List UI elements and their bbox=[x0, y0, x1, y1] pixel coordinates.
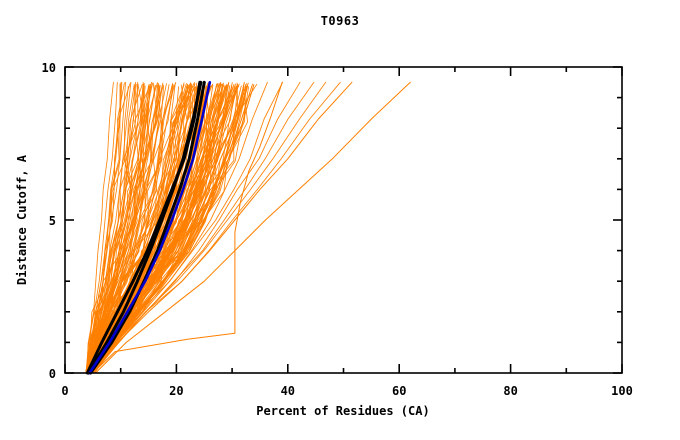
y-tick-label: 5 bbox=[49, 214, 56, 228]
ensemble-left-edge-curve bbox=[85, 81, 118, 374]
ensemble-left-edge-curve bbox=[86, 81, 122, 374]
x-tick-label: 20 bbox=[169, 384, 183, 398]
ensemble-curve bbox=[91, 81, 245, 374]
ensemble-outlier-curve bbox=[94, 81, 284, 374]
x-tick-label: 100 bbox=[611, 384, 633, 398]
ensemble-outlier-curve bbox=[90, 81, 268, 374]
x-tick-label: 40 bbox=[281, 384, 295, 398]
x-tick-label: 60 bbox=[392, 384, 406, 398]
axis-ticks bbox=[64, 66, 623, 374]
ensemble-curve bbox=[89, 83, 173, 374]
axis-tick-labels: 0 20 40 60 80 100 0 5 10 bbox=[42, 61, 633, 398]
y-tick-label: 10 bbox=[42, 61, 56, 75]
outlier-step-low bbox=[92, 81, 283, 374]
ensemble-curve bbox=[89, 84, 175, 374]
best-model-curve-black bbox=[85, 80, 202, 375]
ensemble-curve bbox=[91, 85, 247, 374]
outlier-right-b bbox=[92, 81, 353, 374]
x-tick-label: 80 bbox=[503, 384, 517, 398]
ensemble-curve bbox=[92, 84, 247, 374]
ensemble-left-edge-curve bbox=[87, 81, 132, 374]
ensemble-curve bbox=[86, 85, 163, 374]
ensemble-curve bbox=[86, 83, 158, 374]
ensemble-left-edge-curve bbox=[86, 81, 137, 374]
y-tick-label: 0 bbox=[49, 367, 56, 381]
ensemble-left-edge-curve bbox=[86, 81, 114, 374]
y-axis-label: Distance Cutoff, A bbox=[15, 154, 29, 285]
x-axis-label: Percent of Residues (CA) bbox=[256, 404, 429, 418]
data-curves-layer bbox=[85, 80, 411, 375]
ensemble-curve bbox=[91, 84, 255, 374]
ensemble-outlier-curve bbox=[93, 81, 301, 374]
outlier-far-right bbox=[95, 81, 411, 374]
best-model-curve-black bbox=[89, 80, 206, 375]
ensemble-outlier-curve bbox=[91, 81, 341, 374]
reference-curve-blue bbox=[88, 81, 212, 375]
x-tick-label: 0 bbox=[61, 384, 68, 398]
page-title: T0963 bbox=[320, 14, 360, 28]
axes-layer: 0 20 40 60 80 100 0 5 10 bbox=[42, 61, 633, 398]
ensemble-left-edge-curve bbox=[85, 81, 126, 374]
